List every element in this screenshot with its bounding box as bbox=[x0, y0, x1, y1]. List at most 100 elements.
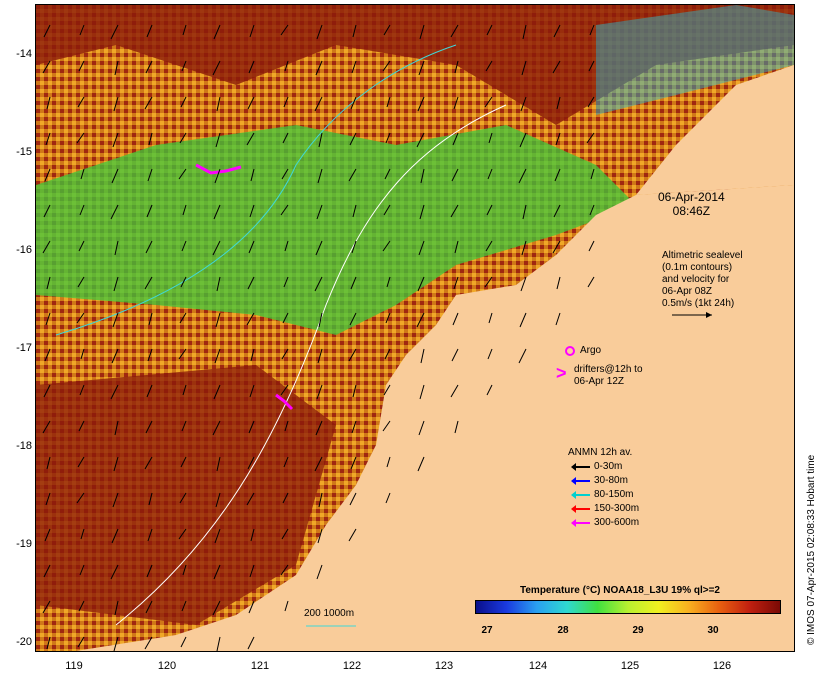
velocity-arrow bbox=[315, 60, 323, 76]
date-label: 06-Apr-2014 08:46Z bbox=[658, 190, 725, 218]
velocity-arrow bbox=[283, 456, 289, 468]
velocity-arrow bbox=[454, 420, 459, 434]
velocity-arrow bbox=[215, 132, 221, 148]
velocity-arrow bbox=[147, 348, 153, 362]
velocity-arrow bbox=[213, 384, 221, 400]
velocity-arrow bbox=[46, 456, 51, 470]
arrow-icon bbox=[571, 462, 590, 471]
velocity-arrow bbox=[385, 132, 391, 144]
velocity-arrow bbox=[182, 564, 187, 576]
velocity-arrow bbox=[181, 600, 187, 612]
drifters-note: drifters@12h to 06-Apr 12Z bbox=[574, 364, 643, 388]
velocity-arrow bbox=[418, 420, 425, 436]
velocity-arrow bbox=[144, 456, 153, 470]
scale-arrow-head bbox=[706, 312, 712, 318]
velocity-arrow bbox=[111, 348, 119, 364]
velocity-arrow bbox=[78, 600, 85, 612]
velocity-arrow bbox=[349, 132, 357, 146]
velocity-arrow bbox=[589, 204, 595, 216]
velocity-arrow bbox=[486, 384, 493, 396]
velocity-arrow bbox=[385, 492, 391, 504]
velocity-arrow bbox=[522, 24, 527, 40]
velocity-arrow bbox=[250, 348, 255, 362]
velocity-arrow bbox=[77, 96, 85, 108]
velocity-arrow bbox=[45, 492, 51, 506]
velocity-arrow bbox=[114, 420, 119, 436]
velocity-arrow bbox=[416, 132, 425, 148]
velocity-arrow bbox=[46, 96, 51, 110]
velocity-arrow bbox=[180, 636, 187, 648]
colorbar-tick: 28 bbox=[557, 625, 569, 636]
velocity-arrow bbox=[521, 60, 527, 76]
y-tick: -20 bbox=[16, 636, 32, 648]
altimetry-line-4: 06-Apr 08Z bbox=[662, 286, 713, 297]
velocity-arrow bbox=[181, 420, 187, 432]
map-area[interactable]: Argo drifters@12h to 06-Apr 12Z > Altime… bbox=[35, 4, 795, 652]
velocity-arrow bbox=[215, 312, 221, 328]
colorbar-tick: 29 bbox=[632, 625, 644, 636]
velocity-arrow bbox=[248, 600, 255, 614]
velocity-arrow bbox=[281, 168, 289, 180]
velocity-arrow bbox=[520, 276, 527, 292]
velocity-arrow bbox=[77, 276, 85, 288]
velocity-arrow bbox=[315, 240, 323, 256]
velocity-arrow bbox=[351, 240, 357, 254]
velocity-arrow bbox=[182, 24, 187, 36]
sst-map bbox=[36, 5, 794, 651]
velocity-arrow bbox=[216, 276, 221, 292]
velocity-arrow bbox=[43, 24, 51, 38]
velocity-arrow bbox=[77, 636, 85, 648]
arrow-icon bbox=[571, 504, 590, 513]
velocity-arrow bbox=[383, 384, 391, 396]
velocity-arrow bbox=[112, 132, 119, 148]
altimetry-note: Altimetric sealevel (0.1m contours) and … bbox=[662, 250, 743, 310]
velocity-arrow bbox=[348, 348, 357, 362]
velocity-arrow bbox=[214, 348, 221, 364]
velocity-arrow bbox=[317, 528, 323, 544]
isobath-200 bbox=[55, 44, 457, 336]
velocity-arrow bbox=[281, 348, 289, 360]
velocity-arrow bbox=[181, 240, 187, 252]
velocity-arrow bbox=[212, 240, 221, 256]
velocity-arrow bbox=[148, 132, 153, 146]
isobath-1000 bbox=[115, 104, 507, 626]
velocity-arrow bbox=[178, 528, 187, 540]
velocity-arrow bbox=[145, 60, 153, 74]
drifters-note-line-2: 06-Apr 12Z bbox=[574, 376, 625, 387]
velocity-arrow bbox=[450, 24, 459, 38]
argo-float bbox=[565, 346, 575, 356]
legend-row: 30-80m bbox=[571, 475, 628, 486]
velocity-arrow bbox=[382, 240, 391, 252]
velocity-arrow bbox=[212, 600, 221, 616]
velocity-arrow bbox=[488, 132, 493, 144]
velocity-arrow bbox=[556, 96, 561, 110]
velocity-arrow bbox=[246, 132, 255, 146]
velocity-arrow bbox=[350, 96, 357, 110]
altimetry-line-2: (0.1m contours) bbox=[662, 262, 733, 273]
velocity-arrow bbox=[352, 204, 357, 218]
velocity-arrow bbox=[519, 132, 527, 148]
legend-row: 150-300m bbox=[571, 503, 640, 514]
velocity-arrow bbox=[352, 24, 357, 38]
velocity-arrow bbox=[280, 204, 289, 216]
velocity-arrow bbox=[77, 456, 85, 468]
velocity-arrow bbox=[486, 204, 493, 216]
velocity-arrow bbox=[144, 96, 153, 110]
velocity-arrow bbox=[112, 312, 119, 328]
legend-label: 150-300m bbox=[594, 503, 640, 514]
velocity-arrow bbox=[114, 600, 119, 616]
velocity-arrow bbox=[180, 96, 187, 108]
x-tick: 121 bbox=[250, 660, 270, 672]
velocity-arrow bbox=[113, 96, 119, 112]
velocity-arrow bbox=[111, 528, 119, 544]
velocity-arrow bbox=[213, 204, 221, 220]
cool-band-east bbox=[596, 5, 794, 115]
x-tick: 120 bbox=[157, 660, 177, 672]
velocity-arrow bbox=[148, 492, 153, 506]
velocity-arrow bbox=[485, 240, 493, 252]
velocity-arrow bbox=[111, 168, 119, 184]
x-tick: 126 bbox=[712, 660, 732, 672]
velocity-arrow bbox=[179, 492, 187, 504]
x-tick: 124 bbox=[528, 660, 548, 672]
velocity-arrow bbox=[144, 636, 153, 650]
